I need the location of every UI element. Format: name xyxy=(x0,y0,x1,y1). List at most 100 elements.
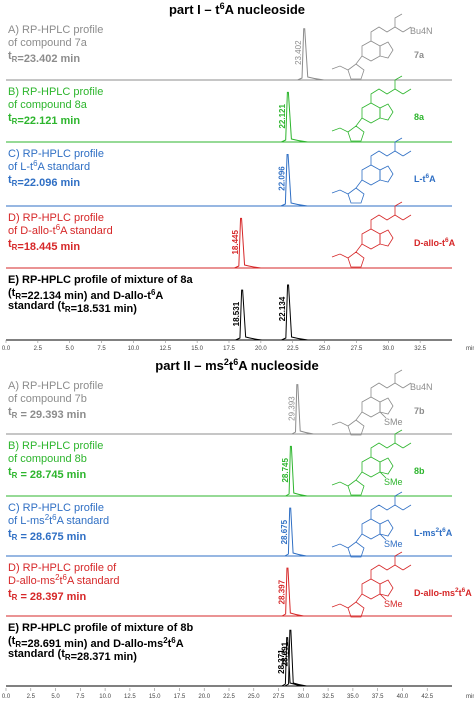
peak xyxy=(281,567,304,617)
panel-label-line: of compound 8a xyxy=(8,99,88,111)
peak-label: 28.745 xyxy=(281,458,290,483)
x-tick-label: 2.5 xyxy=(34,346,43,352)
peak-label: 28.691 xyxy=(280,641,289,666)
peak-label: 28.371 xyxy=(277,649,286,674)
peak-label: 18.445 xyxy=(231,230,240,255)
panel-label-line: D) RP-HPLC profile of xyxy=(8,562,117,574)
x-tick-label: 20.0 xyxy=(255,346,267,352)
x-tick-label: 2.5 xyxy=(27,694,36,700)
x-tick-label: 0.0 xyxy=(2,694,11,700)
x-axis: 0.0 2.5 5.0 7.5 10.0 12.5 15.0 17.5 20.0 22.5 25.0… xyxy=(2,340,474,352)
x-tick-label: 37.5 xyxy=(372,694,384,700)
compound-label: 8a xyxy=(414,112,425,122)
x-tick-label: 17.5 xyxy=(174,694,186,700)
x-tick-label: 12.5 xyxy=(159,346,171,352)
panel-label-line: of compound 7b xyxy=(8,393,87,405)
peak-label: 23.402 xyxy=(294,40,303,65)
panel-label-line: tR=23.402 min xyxy=(8,50,80,65)
molecule-structure xyxy=(331,75,412,142)
peak-label: 22.121 xyxy=(278,104,287,129)
panel-label-line: of compound 8b xyxy=(8,453,87,465)
peak-label: 29.393 xyxy=(287,396,296,421)
panel-label-line: C) RP-HPLC profile xyxy=(8,148,104,160)
panel-label-line: B) RP-HPLC profile xyxy=(8,440,103,452)
peak xyxy=(284,629,307,687)
panel-label-line: of L-ms2t6A standard xyxy=(8,513,109,527)
x-tick-label: 5.0 xyxy=(51,694,60,700)
compound-label: 7b xyxy=(414,406,425,416)
x-tick-label: 0.0 xyxy=(2,346,11,352)
x-tick-label: 27.5 xyxy=(351,346,363,352)
x-axis: 0.0 2.5 5.0 7.5 10.0 12.5 15.0 17.5 20.0 22.5 25.0… xyxy=(2,688,474,700)
panel-label-line: E) RP-HPLC profile of mixture of 8b xyxy=(8,622,193,634)
sme-label: SMe xyxy=(384,417,403,427)
molecule-structure xyxy=(331,491,412,558)
x-tick-label: 27.5 xyxy=(273,694,285,700)
panel-label-line: of L-t6A standard xyxy=(8,159,90,173)
compound-label: D-allo-ms2t6A xyxy=(414,587,472,598)
panel-label-line: B) RP-HPLC profile xyxy=(8,86,103,98)
x-tick-label: 12.5 xyxy=(124,694,136,700)
x-tick-label: 32.5 xyxy=(322,694,334,700)
peak xyxy=(291,384,314,435)
peak xyxy=(235,289,262,341)
compound-label: L-t6A xyxy=(414,173,436,184)
x-tick-label: 17.5 xyxy=(223,346,235,352)
panel-label-line: tR=22.121 min xyxy=(8,112,80,127)
x-tick-label: 22.5 xyxy=(287,346,299,352)
peak xyxy=(281,91,308,143)
peak-label: 28.397 xyxy=(277,579,286,604)
x-tick-label: 32.5 xyxy=(414,346,426,352)
panel-label-line: D) RP-HPLC profile xyxy=(8,212,104,224)
peak xyxy=(285,445,308,497)
chromatogram-panel: 28.397 D) RP-HPLC profile of D-allo-ms2t6A… xyxy=(6,551,472,618)
x-tick-label: 20.0 xyxy=(198,694,210,700)
panel-label-line: (tR=28.691 min) and D-allo-ms2t6A xyxy=(8,635,184,650)
sme-label: SMe xyxy=(384,477,403,487)
peak xyxy=(280,153,308,207)
compound-label: 7a xyxy=(414,50,425,60)
peak xyxy=(281,637,304,687)
panel-label-line: tR = 28.745 min xyxy=(8,466,86,481)
molecule-structure xyxy=(331,137,412,204)
part-title: part II – ms2t6A nucleoside xyxy=(155,357,318,373)
molecule-structure xyxy=(331,551,412,618)
panel-label-line: E) RP-HPLC profile of mixture of 8a xyxy=(8,274,193,286)
molecule-structure xyxy=(331,429,412,496)
sme-label: SMe xyxy=(384,539,403,549)
panel-label-line: of D-allo-t6A standard xyxy=(8,223,113,237)
molecule-structure xyxy=(331,13,412,80)
peak-label: 22.096 xyxy=(278,166,287,191)
panel-label-line: tR = 28.675 min xyxy=(8,528,86,543)
x-tick-label: 7.5 xyxy=(97,346,106,352)
peak-label: 18.531 xyxy=(232,301,241,326)
compound-label: L-ms2t6A xyxy=(414,527,453,538)
molecule-structure xyxy=(331,201,412,268)
x-tick-label: 5.0 xyxy=(66,346,75,352)
x-tick-label: 25.0 xyxy=(248,694,260,700)
panel-label-line: A) RP-HPLC profile xyxy=(8,380,103,392)
peak xyxy=(234,217,261,269)
peak xyxy=(284,507,307,557)
panel-label-line: standard (tR=28.371 min) xyxy=(8,648,137,663)
x-tick-label: 7.5 xyxy=(76,694,85,700)
panel-label-line: (tR=22.134 min) and D-allo-t6A xyxy=(8,287,163,302)
panel-label-line: tR = 29.393 min xyxy=(8,406,86,421)
panel-label-line: standard (tR=18.531 min) xyxy=(8,300,137,315)
panel-label-line: tR=18.445 min xyxy=(8,238,80,253)
x-tick-label: 25.0 xyxy=(319,346,331,352)
x-tick-label: 10.0 xyxy=(128,346,140,352)
x-axis-unit: min xyxy=(466,694,474,700)
x-tick-label: 15.0 xyxy=(149,694,161,700)
part-2: part II – ms2t6A nucleoside 29.393 A) RP-H… xyxy=(2,357,474,700)
panel-label-line: A) RP-HPLC profile xyxy=(8,24,103,36)
x-axis-unit: min xyxy=(466,346,474,352)
counterion-label: Bu4N xyxy=(410,382,433,392)
counterion-label: Bu4N xyxy=(410,26,433,36)
peak xyxy=(297,28,325,81)
